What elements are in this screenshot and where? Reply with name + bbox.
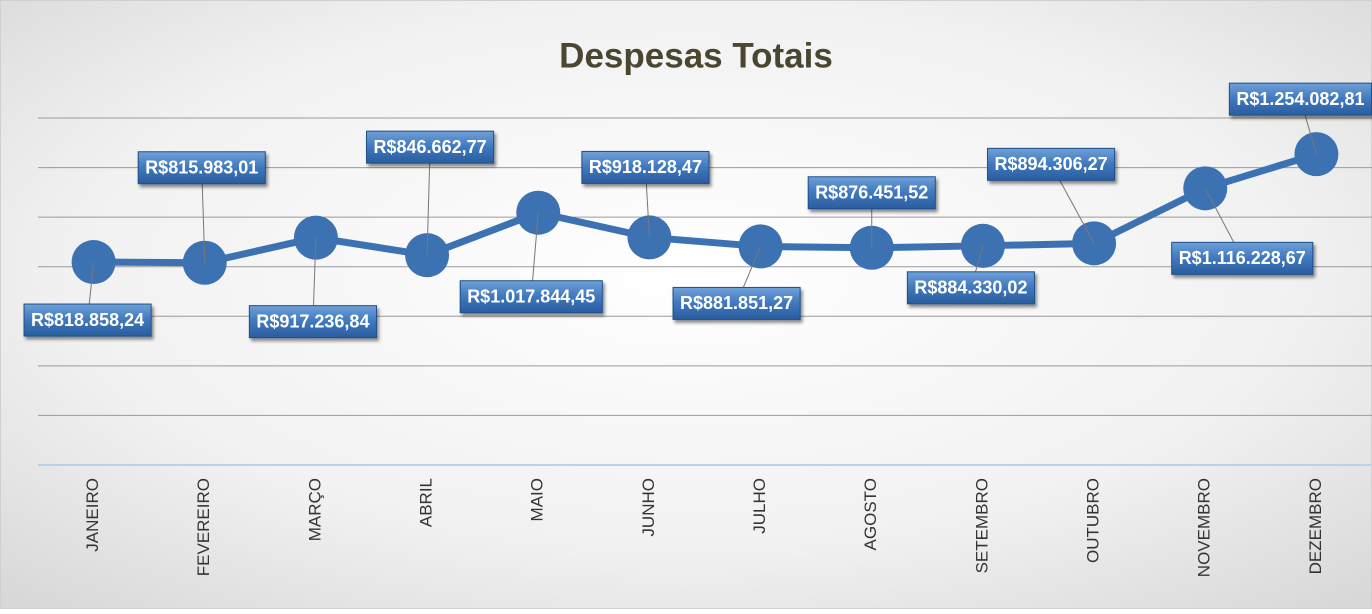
x-tick-label: FEVEREIRO bbox=[194, 478, 213, 576]
data-label-text: R$1.116.228,67 bbox=[1179, 248, 1306, 268]
x-tick-label: ABRIL bbox=[417, 478, 436, 527]
data-label-box bbox=[459, 280, 603, 314]
data-label-box bbox=[581, 150, 710, 184]
data-label-box bbox=[248, 305, 377, 339]
data-label-text: R$1.254.082,81 bbox=[1236, 89, 1364, 109]
x-tick-label: NOVEMBRO bbox=[1195, 478, 1214, 577]
data-label: R$1.017.844,45 bbox=[459, 280, 603, 314]
x-tick-label: MARÇO bbox=[305, 478, 324, 541]
data-label: R$818.858,24 bbox=[23, 303, 152, 337]
x-tick-label: JANEIRO bbox=[83, 478, 102, 552]
data-label: R$1.254.082,81 bbox=[1228, 82, 1372, 116]
data-label-box bbox=[807, 176, 936, 210]
x-tick-label: DEZEMBRO bbox=[1306, 478, 1325, 574]
data-label: R$815.983,01 bbox=[137, 151, 266, 185]
data-label-text: R$1.017.844,45 bbox=[467, 286, 595, 306]
data-label-text: R$876.451,52 bbox=[815, 183, 928, 203]
data-label-text: R$881.851,27 bbox=[680, 293, 793, 313]
data-label: R$876.451,52 bbox=[807, 176, 936, 210]
data-label-text: R$818.858,24 bbox=[31, 310, 144, 330]
data-label-text: R$917.236,84 bbox=[256, 311, 369, 331]
data-label-text: R$884.330,02 bbox=[914, 278, 1027, 298]
x-tick-label: JUNHO bbox=[639, 478, 658, 537]
data-label-text: R$815.983,01 bbox=[145, 158, 258, 178]
data-label-box bbox=[366, 130, 495, 164]
chart-title: Despesas Totais bbox=[559, 36, 833, 75]
data-label-box bbox=[987, 147, 1116, 181]
data-label-text: R$894.306,27 bbox=[995, 154, 1108, 174]
x-tick-label: SETEMBRO bbox=[972, 478, 991, 573]
x-tick-label: MAIO bbox=[528, 478, 547, 521]
data-label: R$918.128,47 bbox=[581, 150, 710, 184]
data-label-text: R$918.128,47 bbox=[589, 157, 702, 177]
x-tick-label: JULHO bbox=[750, 478, 769, 534]
data-label-box bbox=[23, 303, 152, 337]
data-label-box bbox=[906, 271, 1035, 305]
data-label-box bbox=[137, 151, 266, 185]
data-label: R$1.116.228,67 bbox=[1171, 241, 1314, 275]
data-label: R$884.330,02 bbox=[906, 271, 1035, 305]
data-label-box bbox=[672, 286, 801, 320]
data-label: R$881.851,27 bbox=[672, 286, 801, 320]
data-label-box bbox=[1228, 82, 1372, 116]
x-tick-label: OUTUBRO bbox=[1084, 478, 1103, 563]
data-label: R$917.236,84 bbox=[248, 305, 377, 339]
leader-line bbox=[426, 147, 431, 256]
data-label-box bbox=[1171, 241, 1314, 275]
x-tick-label: AGOSTO bbox=[861, 478, 880, 550]
data-label: R$846.662,77 bbox=[366, 130, 495, 164]
data-label: R$894.306,27 bbox=[987, 147, 1116, 181]
data-label-text: R$846.662,77 bbox=[374, 137, 487, 157]
